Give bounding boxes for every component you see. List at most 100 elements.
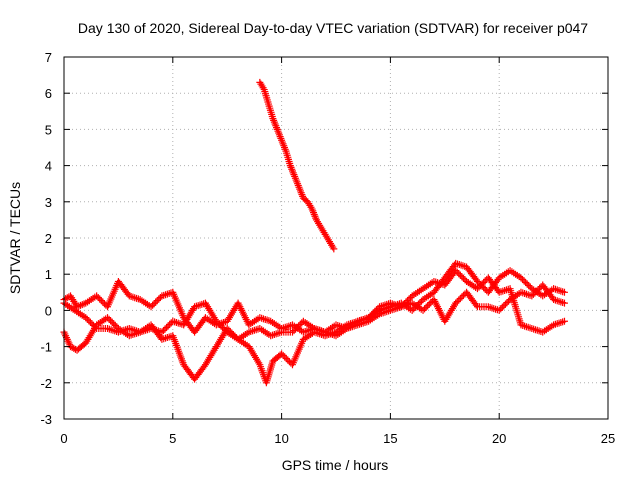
data-point-marker [274,329,282,337]
data-point-marker [458,273,466,281]
data-point-marker [159,327,167,335]
data-point-marker [292,325,300,333]
data-point-marker [70,344,78,352]
data-point-marker [500,302,508,310]
y-tick-label: 5 [45,122,52,137]
data-point-marker [269,331,277,339]
data-point-marker [517,274,525,282]
data-point-marker [519,289,527,297]
data-point-marker [250,326,258,334]
data-point-marker [555,286,563,294]
data-point-marker [551,285,559,293]
y-tick-label: 4 [45,159,52,174]
data-point-marker [559,318,567,326]
data-point-marker [96,295,104,303]
data-point-marker [453,268,461,276]
data-point-marker [285,358,293,366]
data-point-marker [455,270,463,278]
data-point-marker [163,334,171,342]
data-point-marker [287,321,295,329]
data-point-marker [259,315,267,323]
data-point-marker [528,325,536,332]
data-point-marker [528,292,536,300]
data-point-marker [169,317,177,325]
data-point-marker [372,306,380,314]
data-point-marker [529,290,537,298]
data-point-marker [533,287,541,295]
data-point-marker [86,318,94,326]
data-point-marker [560,288,568,296]
data-point-marker [455,261,463,269]
data-point-marker [560,299,568,307]
data-point-marker [163,323,171,331]
y-tick-label: 7 [45,50,52,65]
data-point-marker [519,275,527,283]
data-point-marker [453,298,461,306]
data-point-marker [125,325,133,332]
data-point-marker [149,301,157,309]
data-point-marker [330,245,338,253]
data-point-marker [110,320,118,328]
data-point-marker [83,315,91,323]
data-point-marker [99,298,107,306]
data-point-marker [531,326,539,334]
data-point-marker [478,280,486,288]
data-point-marker [105,315,113,323]
data-point-marker [296,320,304,328]
data-point-marker [501,300,509,308]
data-point-marker [100,300,108,308]
data-point-marker [421,305,429,313]
y-tick-label: 2 [45,231,52,246]
data-point-marker [559,288,567,296]
data-point-marker [405,295,413,303]
data-point-marker [293,323,301,331]
data-point-marker [557,318,565,326]
x-tick-label: 0 [60,431,67,446]
data-point-marker [147,303,155,311]
data-point-marker [88,320,96,328]
data-point-marker [520,277,528,285]
y-tick-label: -2 [40,376,52,391]
data-point-marker [522,323,530,331]
data-point-marker [523,280,531,288]
data-point-marker [452,299,460,307]
data-point-marker [127,325,135,333]
data-point-marker [456,295,464,303]
x-tick-label: 5 [169,431,176,446]
data-point-marker [107,317,115,325]
grid [64,57,608,419]
data-point-marker [94,293,102,301]
data-point-marker [93,292,101,300]
x-tick-label: 10 [274,431,288,446]
data-point-marker [473,285,481,293]
data-point-marker [215,320,223,328]
data-point-marker [530,325,538,333]
data-point-marker [477,282,485,290]
data-point-marker [403,297,411,305]
data-point-marker [472,301,480,309]
data-point-marker [279,351,287,359]
data-point-marker [419,306,427,314]
series-track-d [256,78,338,253]
data-point-marker [497,305,505,313]
data-point-marker [522,290,530,298]
data-point-marker [495,306,503,314]
data-point-marker [402,298,410,306]
data-point-marker [261,315,269,323]
data-point-marker [158,328,166,336]
data-point-marker [97,297,105,305]
data-point-marker [422,303,430,311]
data-point-marker [108,318,116,326]
x-tick-label: 20 [492,431,506,446]
data-point-marker [397,303,405,311]
data-point-marker [82,314,90,322]
data-point-marker [458,293,466,301]
data-point-marker [455,296,463,304]
data-point-marker [220,325,228,333]
data-point-marker [163,290,171,298]
data-point-marker [214,319,222,327]
data-point-marker [85,317,93,325]
data-point-marker [537,328,545,336]
series-track-c [60,267,568,343]
